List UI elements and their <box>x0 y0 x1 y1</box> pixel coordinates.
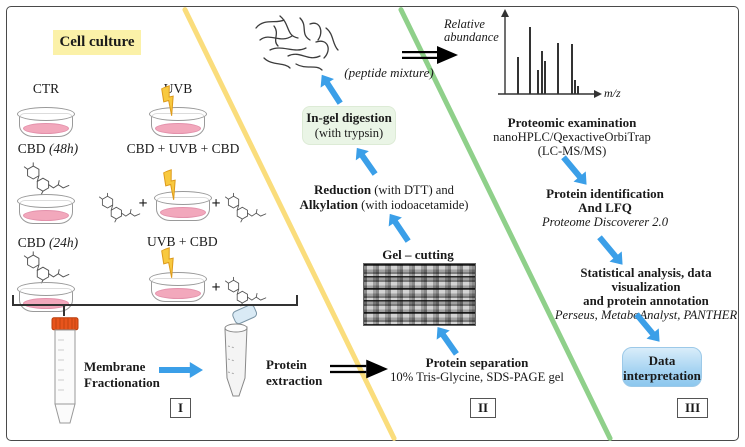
cbd-molecule-icon <box>23 162 70 195</box>
gel-cutting-label: Gel – cutting <box>382 247 454 262</box>
proteomic-examination-label: Proteomic examination nanoHPLC/Qexactive… <box>493 115 651 159</box>
petri-dish-cbd24 <box>17 282 75 312</box>
plus-sign: + <box>211 279 221 296</box>
petri-dish-uvb-cbd <box>149 272 207 302</box>
digestion-subtitle: (with trypsin) <box>314 126 384 140</box>
group-bracket-down-tick <box>63 305 65 316</box>
petri-dish-cbd48 <box>17 194 75 224</box>
plus-sign: + <box>138 195 148 212</box>
falcon-tube-icon <box>51 317 79 424</box>
protein-extraction-label: Protein extraction <box>266 357 323 388</box>
group-bracket-left-tick <box>12 295 14 305</box>
cbd-molecule-icon <box>225 192 267 223</box>
condition-label-cbd-uvb-cbd: CBD + UVB + CBD <box>126 141 240 156</box>
digestion-title: In-gel digestion <box>306 110 392 125</box>
condition-label-cbd48: CBD (48h) <box>17 141 79 156</box>
condition-label-uvb-cbd: UVB + CBD <box>147 234 218 249</box>
stage-badge-3: III <box>677 398 709 418</box>
group-bracket <box>12 304 298 306</box>
condition-label-cbd24: CBD (24h) <box>17 235 79 250</box>
arrow-membrane-to-extraction <box>159 362 203 378</box>
reduction-alkylation-label: Reduction (with DTT) and Alkylation (wit… <box>299 182 469 212</box>
spectrum-peaks <box>505 16 585 94</box>
in-gel-digestion-box: In-gel digestion (with trypsin) <box>302 106 396 145</box>
cbd-molecule-icon <box>23 251 70 284</box>
eppendorf-tube-icon <box>224 306 258 397</box>
peptide-mixture-icon <box>255 15 339 71</box>
petri-dish-cbd-uvb-cbd <box>154 191 212 221</box>
protein-separation-label: Protein separation 10% Tris-Glycine, SDS… <box>390 355 564 385</box>
condition-label-uvb: UVB <box>163 81 193 96</box>
figure-border <box>6 6 739 441</box>
stage-badge-1: I <box>170 398 192 418</box>
data-interpretation-box: Data interpretation <box>622 347 702 387</box>
condition-label-ctr: CTR <box>32 81 60 96</box>
cell-culture-title: Cell culture <box>53 30 141 55</box>
petri-dish-uvb <box>149 107 207 137</box>
stage-badge-2: II <box>470 398 497 418</box>
peptide-mixture-note: (peptide mixture) <box>344 65 434 80</box>
sds-page-gel-image <box>363 263 476 326</box>
spectrum-xlabel: m/z <box>604 86 621 100</box>
arrow-peptides-to-ms <box>402 46 458 64</box>
spectrum-axes <box>498 9 602 98</box>
group-bracket-right-tick <box>296 295 298 305</box>
spectrum-ylabel: Relative abundance <box>444 17 499 44</box>
arrow-extraction-to-separation <box>330 359 388 379</box>
membrane-fractionation-label: Membrane Fractionation <box>84 359 160 390</box>
petri-dish-ctr <box>17 107 75 137</box>
protein-identification-label: Protein identification And LFQ Proteome … <box>541 186 669 230</box>
statistical-analysis-label: Statistical analysis, data visualization… <box>554 266 738 322</box>
plus-sign: + <box>211 195 221 212</box>
